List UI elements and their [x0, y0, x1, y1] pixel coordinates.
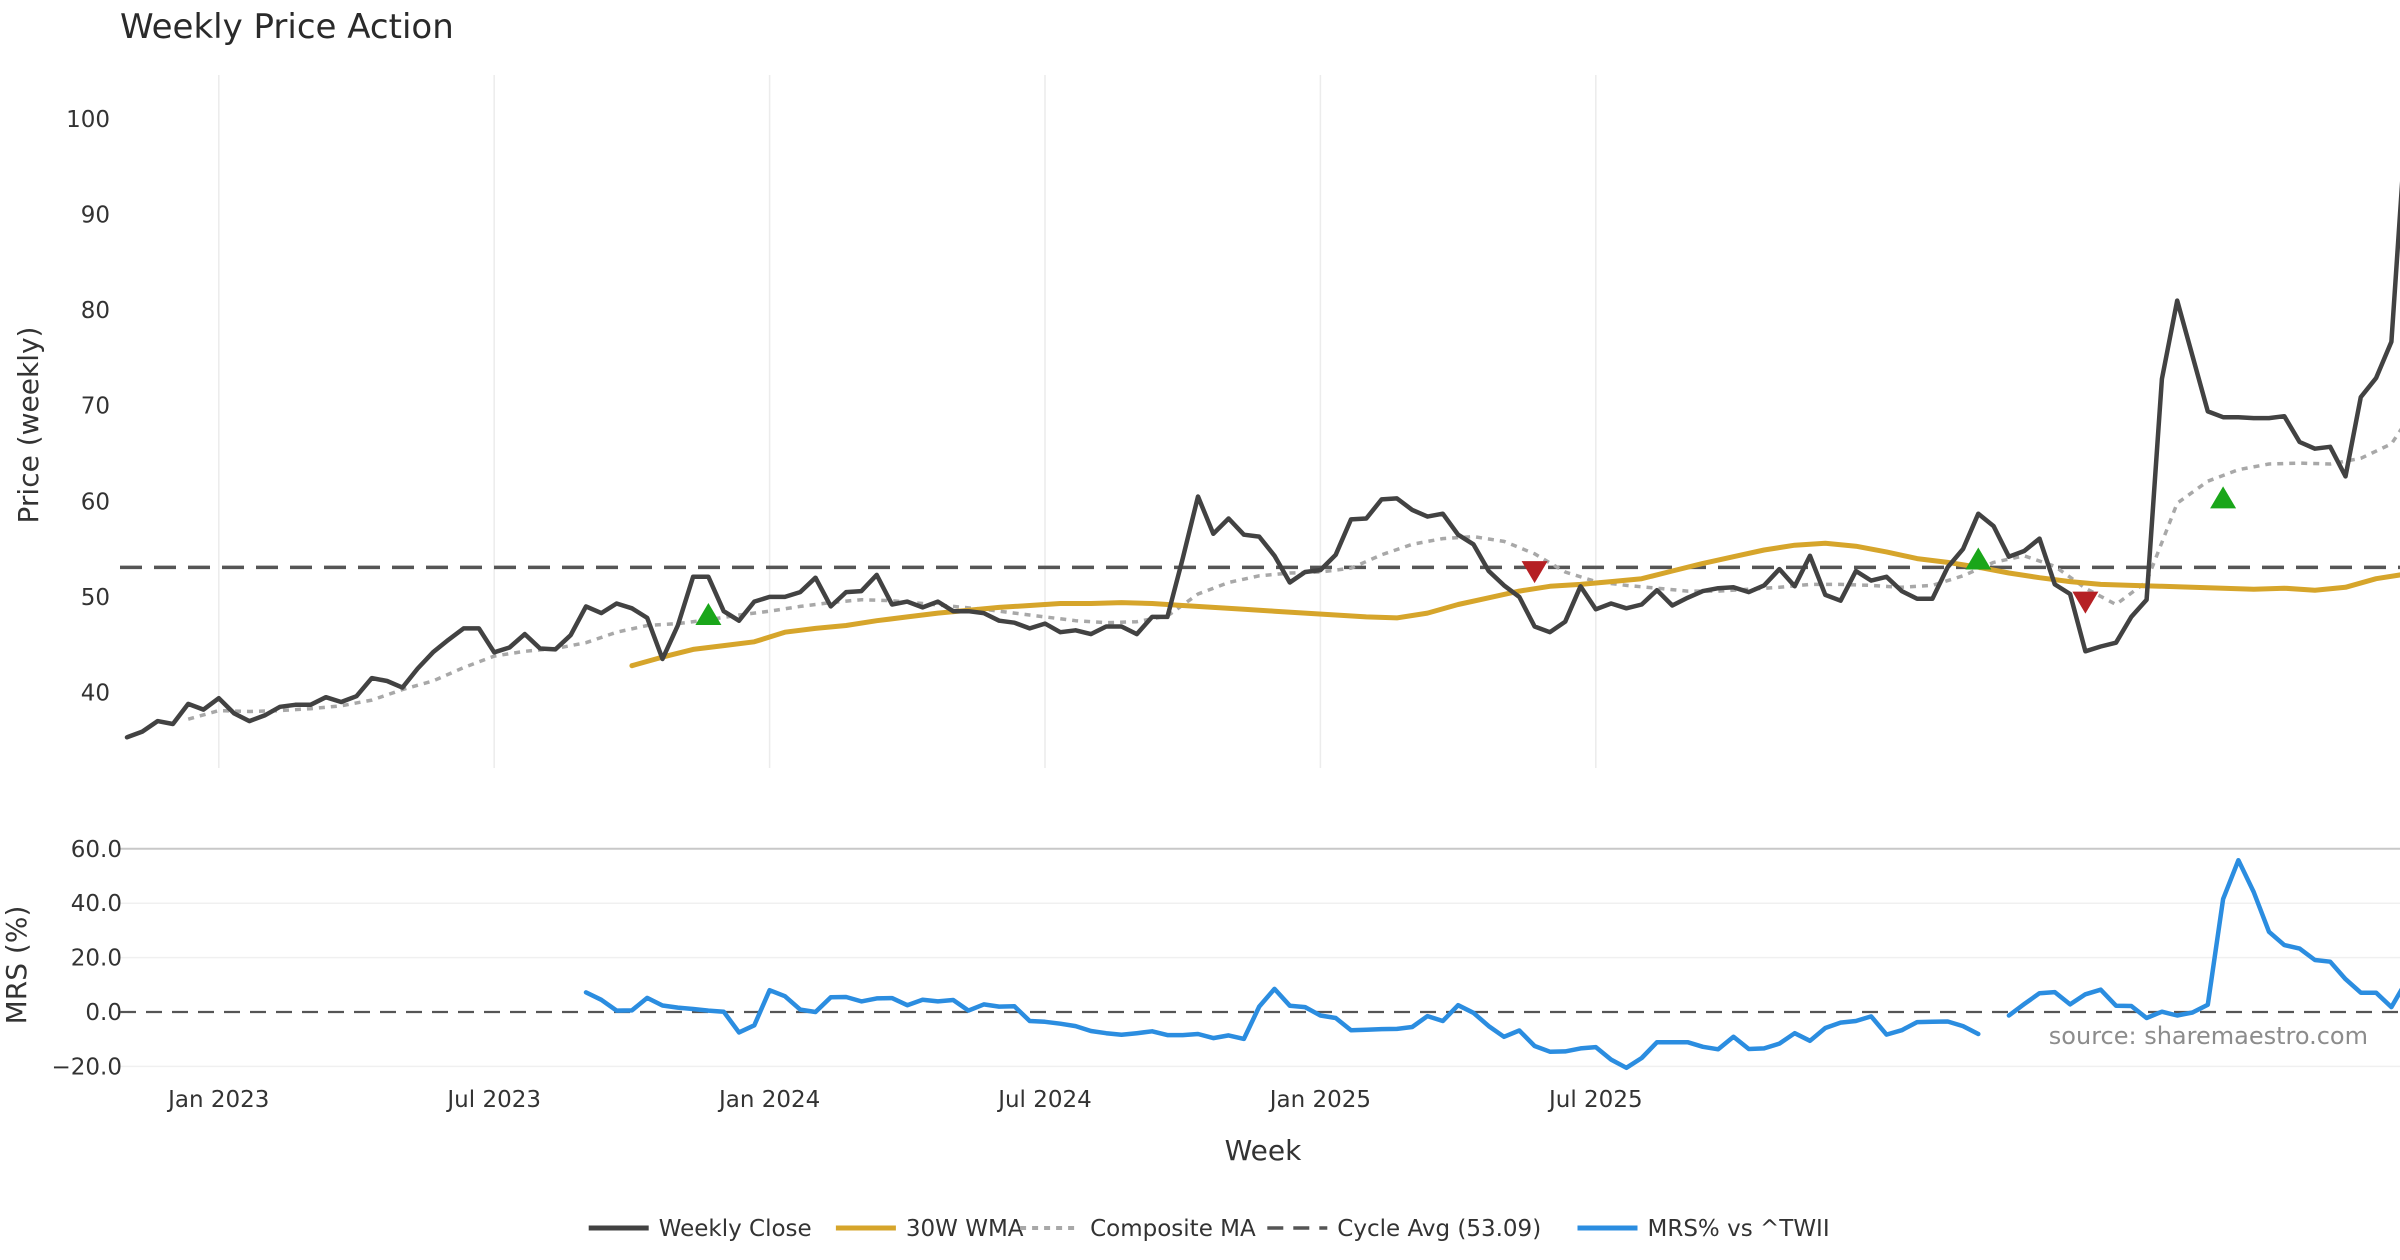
sell-signal-marker — [2072, 591, 2099, 614]
mrs-y-tick-label: −20.0 — [52, 1054, 122, 1080]
mrs-series — [583, 986, 1981, 1071]
legend: Weekly Close 30W WMA Composite MA Cycle Avg… — [588, 1216, 1830, 1242]
price-panel: 40 50 60 70 80 90 100 — [66, 75, 2400, 768]
mrs-y-tick-label: 20.0 — [71, 946, 122, 972]
legend-label: 30W WMA — [906, 1216, 1024, 1242]
x-tick-label: Jan 2023 — [166, 1087, 269, 1113]
buy-signal-marker — [2210, 486, 2237, 509]
price-y-tick-label: 70 — [81, 394, 110, 420]
price-y-tick-label: 90 — [81, 203, 110, 229]
legend-label: Weekly Close — [659, 1216, 812, 1242]
legend-label: Composite MA — [1090, 1216, 1256, 1242]
mrs-y-tick-label: 0.0 — [85, 1000, 122, 1026]
price-y-tick-label: 80 — [81, 298, 110, 324]
weekly-close-series — [124, 181, 2400, 740]
mrs-panel: 60.0 40.0 20.0 0.0 −20.0 — [52, 837, 2400, 1080]
x-tick-label: Jan 2024 — [717, 1087, 820, 1113]
buy-signal-marker — [695, 602, 722, 625]
wma-30w-series — [629, 540, 2400, 669]
x-tick-label: Jul 2025 — [1547, 1087, 1643, 1113]
mrs-y-axis-title: MRS (%) — [0, 906, 33, 1025]
composite-ma-series — [187, 427, 2400, 721]
x-tick-label: Jul 2023 — [445, 1087, 541, 1113]
legend-label: MRS% vs ^TWII — [1648, 1216, 1830, 1242]
chart-title: Weekly Price Action — [120, 7, 454, 47]
price-y-tick-label: 40 — [81, 680, 110, 706]
price-y-tick-label: 100 — [66, 107, 110, 133]
mrs-series — [2006, 857, 2400, 1021]
x-tick-label: Jul 2024 — [996, 1087, 1092, 1113]
sell-signal-marker — [1521, 561, 1548, 584]
mrs-y-tick-label: 60.0 — [71, 837, 122, 863]
x-axis: Jan 2023 Jul 2023 Jan 2024 Jul 2024 Jan 2025… — [166, 1087, 1642, 1113]
x-axis-title: Week — [1225, 1134, 1302, 1167]
legend-label: Cycle Avg (53.09) — [1337, 1216, 1541, 1242]
x-tick-label: Jan 2025 — [1268, 1087, 1371, 1113]
mrs-y-tick-label: 40.0 — [71, 891, 122, 917]
price-y-tick-label: 60 — [81, 489, 110, 515]
buy-signal-marker — [1965, 547, 1992, 570]
price-y-tick-label: 50 — [81, 585, 110, 611]
price-y-axis-title: Price (weekly) — [12, 327, 45, 524]
source-note: source: sharemaestro.com — [2049, 1022, 2368, 1050]
